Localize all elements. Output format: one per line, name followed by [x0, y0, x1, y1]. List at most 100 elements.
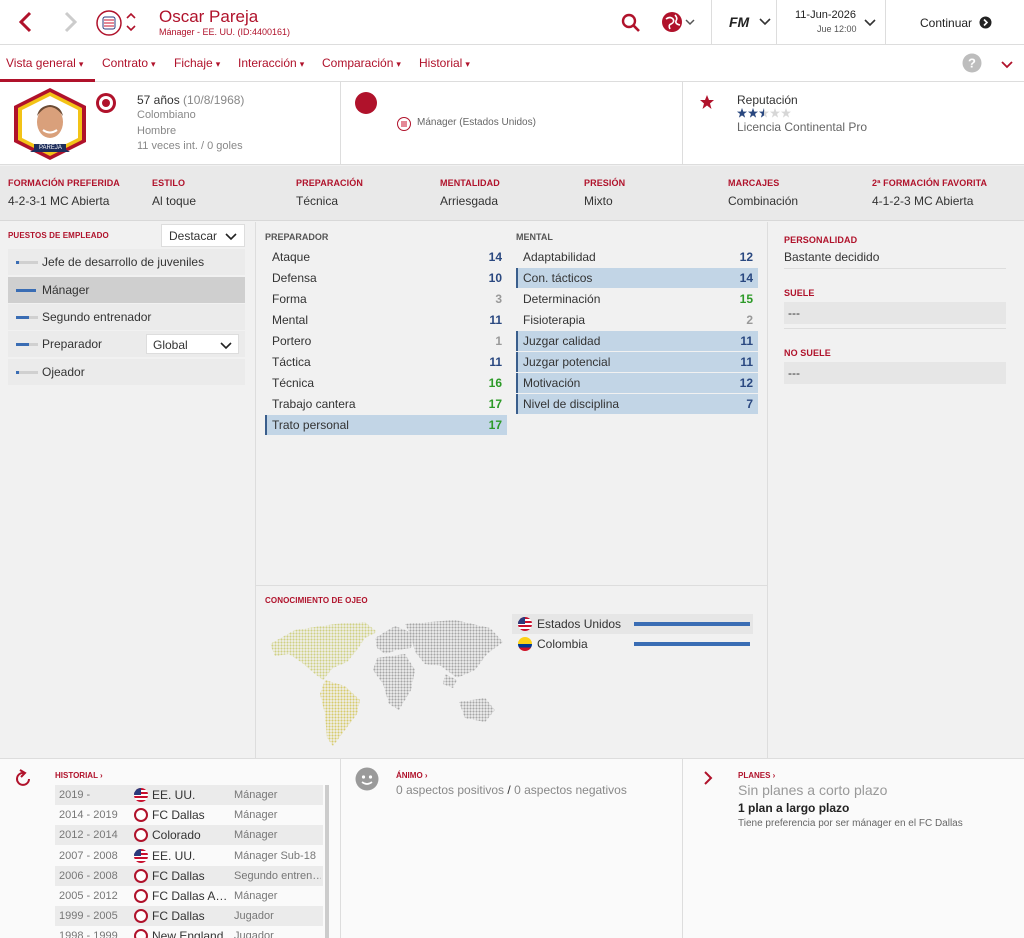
position-label: Preparador	[42, 337, 103, 351]
fm-menu-chevron-icon[interactable]	[758, 14, 772, 28]
style-value: 4-2-3-1 MC Abierta	[8, 194, 110, 208]
tab-vista-general[interactable]: Vista general ▾	[6, 56, 83, 70]
date-chevron-icon[interactable]	[863, 15, 877, 29]
tab-contrato[interactable]: Contrato ▾	[102, 56, 156, 70]
continue-button[interactable]: Continuar	[920, 16, 973, 30]
attribute-row[interactable]: Forma 3	[265, 289, 507, 309]
gender: Hombre	[137, 125, 177, 137]
us-flag-icon	[518, 617, 532, 631]
no-suele-title: NO SUELE	[784, 348, 831, 358]
history-club[interactable]: Colorado	[152, 828, 201, 843]
mood-title-link[interactable]: ÁNIMO ›	[396, 771, 428, 780]
staff-position-row[interactable]: Mánager	[8, 277, 245, 303]
manager-photo[interactable]: PAREJA	[10, 86, 90, 162]
date-of-birth: (10/8/1968)	[183, 93, 245, 107]
position-label: Ojeador	[42, 365, 85, 379]
history-club[interactable]: FC Dallas	[152, 808, 205, 823]
globe-menu-icon[interactable]	[661, 11, 699, 35]
history-club[interactable]: FC Dallas	[152, 909, 205, 924]
history-row[interactable]: 2019 - EE. UU. Mánager	[55, 785, 323, 805]
history-title-link[interactable]: HISTORIAL ›	[55, 771, 103, 780]
tab-historial[interactable]: Historial ▾	[419, 56, 470, 70]
history-club[interactable]: EE. UU.	[152, 848, 196, 863]
attribute-row[interactable]: Trato personal 17	[265, 415, 507, 435]
history-role: Jugador	[234, 910, 274, 923]
switch-chevrons-icon[interactable]	[125, 9, 137, 35]
page-subtitle: Mánager - EE. UU. (ID:4400161)	[159, 27, 291, 37]
back-arrow-icon[interactable]	[14, 9, 38, 35]
coaching-license: Licencia Continental Pro	[737, 120, 868, 134]
attribute-row[interactable]: Fisioterapia 2	[516, 310, 758, 330]
attribute-value: 15	[739, 292, 753, 306]
attribute-row[interactable]: Determinación 15	[516, 289, 758, 309]
attribute-row[interactable]: Motivación 12	[516, 373, 758, 393]
attribute-value: 10	[488, 271, 502, 285]
mood-summary: 0 aspectos positivos / 0 aspectos negati…	[396, 783, 627, 797]
preparador-select[interactable]: Global	[146, 334, 239, 354]
tab-label: Interacción	[238, 56, 297, 70]
attribute-row[interactable]: Juzgar potencial 11	[516, 352, 758, 372]
attribute-name: Trabajo cantera	[272, 397, 356, 411]
staff-position-row[interactable]: Segundo entrenador	[8, 304, 245, 330]
tab-fichaje[interactable]: Fichaje ▾	[174, 56, 220, 70]
current-role[interactable]: Mánager (Estados Unidos)	[417, 117, 536, 128]
history-club[interactable]: FC Dallas A…	[152, 889, 228, 903]
tab-label: Historial	[419, 56, 463, 70]
long-term-plans[interactable]: 1 plan a largo plazo	[738, 801, 850, 815]
options-chevron-icon[interactable]	[1000, 57, 1014, 71]
attribute-row[interactable]: Mental 11	[265, 310, 507, 330]
staff-position-row[interactable]: Preparador Global	[8, 331, 245, 357]
club-badge-icon[interactable]	[95, 92, 117, 114]
staff-position-row[interactable]: Jefe de desarrollo de juveniles	[8, 249, 245, 275]
history-row[interactable]: 1998 - 1999 New England Jugador	[55, 926, 323, 938]
tab-comparacion[interactable]: Comparación ▾	[322, 56, 401, 70]
scouting-country-row[interactable]: Estados Unidos	[512, 614, 753, 634]
history-refresh-icon[interactable]	[14, 769, 34, 789]
attribute-name: Con. tácticos	[523, 271, 593, 285]
history-row[interactable]: 1999 - 2005 FC Dallas Jugador	[55, 906, 323, 927]
fm-logo[interactable]: FM	[729, 14, 750, 30]
tab-interaccion[interactable]: Interacción ▾	[238, 56, 304, 70]
personality-title: PERSONALIDAD	[784, 235, 858, 245]
nation-badge-icon[interactable]	[354, 91, 378, 115]
attribute-name: Portero	[272, 334, 312, 348]
history-row[interactable]: 2012 - 2014 Colorado Mánager	[55, 825, 323, 846]
profile-strip: PAREJA 57 años (10/8/1968) Colombiano Ho…	[0, 82, 1024, 165]
history-scrollbar[interactable]	[325, 785, 329, 938]
history-row[interactable]: 2006 - 2008 FC Dallas Segundo entren…	[55, 865, 323, 886]
attribute-row[interactable]: Trabajo cantera 17	[265, 394, 507, 414]
us-soccer-small-icon	[397, 117, 411, 131]
personality-value: Bastante decidido	[784, 250, 880, 264]
chevron-down-icon: ▾	[396, 59, 401, 69]
history-row[interactable]: 2007 - 2008 EE. UU. Mánager Sub-18	[55, 846, 323, 866]
forward-arrow-icon[interactable]	[58, 9, 82, 35]
style-label: 2ª FORMACIÓN FAVORITA	[872, 178, 988, 188]
attribute-row[interactable]: Táctica 11	[265, 352, 507, 372]
plans-chevron-right-icon[interactable]	[699, 769, 717, 787]
attribute-row[interactable]: Con. tácticos 14	[516, 268, 758, 288]
us-soccer-crest-icon[interactable]	[96, 10, 122, 36]
highlight-dropdown[interactable]: Destacar	[161, 224, 245, 247]
attribute-row[interactable]: Técnica 16	[265, 373, 507, 393]
history-club[interactable]: FC Dallas	[152, 868, 205, 883]
history-row[interactable]: 2005 - 2012 FC Dallas A… Mánager	[55, 886, 323, 906]
attribute-row[interactable]: Nivel de disciplina 7	[516, 394, 758, 414]
staff-position-row[interactable]: Ojeador	[8, 359, 245, 385]
plans-title-link[interactable]: PLANES ›	[738, 771, 776, 780]
continue-arrow-icon[interactable]	[979, 16, 992, 29]
help-icon[interactable]: ?	[962, 53, 982, 73]
attribute-value: 3	[495, 292, 502, 306]
attribute-row[interactable]: Portero 1	[265, 331, 507, 351]
scouting-country-row[interactable]: Colombia	[512, 634, 753, 654]
chevron-down-icon: ▾	[78, 59, 84, 69]
history-club[interactable]: EE. UU.	[152, 788, 196, 802]
attribute-row[interactable]: Defensa 10	[265, 268, 507, 288]
attribute-row[interactable]: Adaptabilidad 12	[516, 247, 758, 267]
attribute-row[interactable]: Ataque 14	[265, 247, 507, 267]
search-icon[interactable]	[620, 12, 642, 34]
attribute-row[interactable]: Juzgar calidad 11	[516, 331, 758, 351]
history-club[interactable]: New England	[152, 929, 224, 938]
history-row[interactable]: 2014 - 2019 FC Dallas Mánager	[55, 805, 323, 825]
date-panel[interactable]: 11-Jun-2026 Jue 12:00	[776, 0, 886, 45]
world-map[interactable]	[265, 614, 510, 748]
